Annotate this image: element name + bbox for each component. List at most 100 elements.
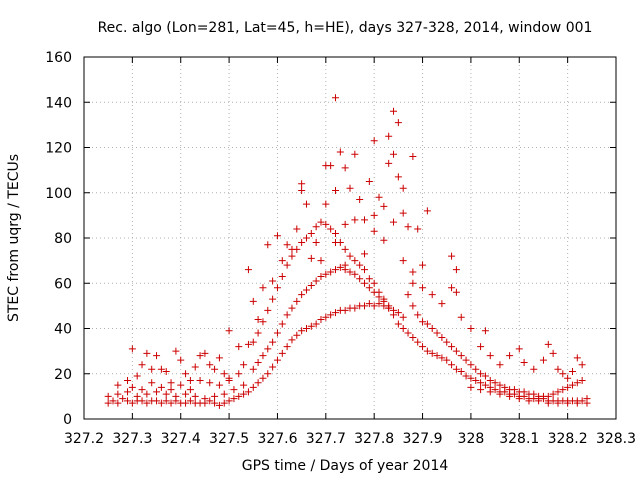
data-point	[312, 320, 320, 328]
data-point	[206, 361, 214, 369]
data-point	[462, 356, 470, 364]
data-point	[419, 343, 427, 351]
data-point	[298, 239, 306, 247]
data-point	[423, 347, 431, 355]
data-point	[240, 390, 248, 398]
data-point	[365, 275, 373, 283]
data-point	[331, 239, 339, 247]
data-point	[394, 309, 402, 317]
data-point	[312, 223, 320, 231]
data-point	[293, 297, 301, 305]
data-point	[230, 386, 238, 394]
data-point	[317, 272, 325, 280]
data-point	[481, 327, 489, 335]
data-point	[549, 349, 557, 357]
data-point	[172, 347, 180, 355]
data-point	[269, 277, 277, 285]
data-point	[177, 356, 185, 364]
data-point	[225, 327, 233, 335]
data-point	[119, 395, 127, 403]
data-point	[114, 381, 122, 389]
data-point	[167, 399, 175, 407]
data-point	[196, 377, 204, 385]
data-point	[375, 300, 383, 308]
x-tick-label: 328.1	[499, 431, 539, 447]
data-point	[302, 286, 310, 294]
data-point	[404, 291, 412, 299]
data-point	[361, 302, 369, 310]
data-point	[254, 379, 262, 387]
data-point	[167, 386, 175, 394]
data-point	[138, 386, 146, 394]
data-point	[104, 392, 112, 400]
data-point	[356, 261, 364, 269]
data-point	[399, 209, 407, 217]
data-point	[143, 399, 151, 407]
data-point	[390, 218, 398, 226]
data-point	[452, 365, 460, 373]
data-point	[264, 241, 272, 249]
data-point	[496, 361, 504, 369]
data-point	[351, 216, 359, 224]
data-point	[288, 304, 296, 312]
data-point	[341, 306, 349, 314]
data-point	[211, 365, 219, 373]
data-point	[414, 338, 422, 346]
y-tick-label: 160	[45, 50, 72, 66]
data-point	[423, 207, 431, 215]
data-point	[327, 311, 335, 319]
data-point	[235, 343, 243, 351]
data-point	[375, 288, 383, 296]
data-point	[124, 377, 132, 385]
data-point	[278, 349, 286, 357]
data-point	[462, 372, 470, 380]
data-point	[182, 399, 190, 407]
data-point	[564, 383, 572, 391]
x-tick-label: 327.9	[402, 431, 442, 447]
data-points	[104, 94, 591, 409]
data-point	[283, 311, 291, 319]
data-point	[535, 397, 543, 405]
data-point	[220, 370, 228, 378]
data-point	[317, 218, 325, 226]
data-point	[578, 377, 586, 385]
data-point	[331, 266, 339, 274]
data-point	[452, 347, 460, 355]
data-point	[264, 345, 272, 353]
data-point	[365, 284, 373, 292]
data-point	[525, 397, 533, 405]
data-point	[172, 392, 180, 400]
data-point	[370, 211, 378, 219]
data-point	[341, 220, 349, 228]
data-point	[283, 261, 291, 269]
data-point	[361, 250, 369, 258]
data-point	[143, 390, 151, 398]
x-tick-label: 327.7	[306, 431, 346, 447]
data-point	[327, 162, 335, 170]
data-point	[264, 370, 272, 378]
data-point	[177, 381, 185, 389]
data-point	[370, 137, 378, 145]
data-point	[162, 397, 170, 405]
data-point	[293, 331, 301, 339]
data-point	[288, 336, 296, 344]
data-point	[448, 361, 456, 369]
data-point	[409, 279, 417, 287]
data-point	[448, 284, 456, 292]
data-point	[506, 392, 514, 400]
data-point	[448, 343, 456, 351]
data-point	[419, 261, 427, 269]
data-point	[341, 245, 349, 253]
data-point	[322, 220, 330, 228]
data-point	[399, 184, 407, 192]
data-point	[457, 352, 465, 360]
data-point	[167, 379, 175, 387]
data-point	[481, 381, 489, 389]
data-point	[530, 365, 538, 373]
data-point	[157, 383, 165, 391]
data-point	[307, 229, 315, 237]
data-point	[186, 397, 194, 405]
data-point	[438, 334, 446, 342]
data-point	[380, 202, 388, 210]
data-point	[457, 367, 465, 375]
